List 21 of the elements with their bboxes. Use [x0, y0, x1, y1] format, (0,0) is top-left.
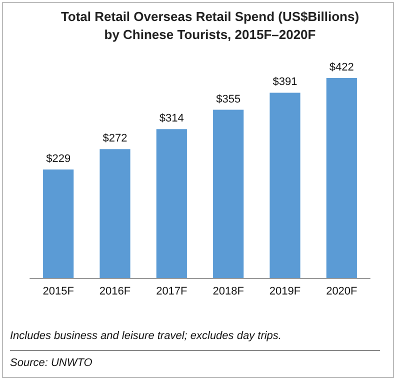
data-label: $422 — [329, 62, 354, 74]
chart-title: Total Retail Overseas Retail Spend (US$Billions) by Chinese Tourists, 2015F–2020F — [60, 8, 360, 44]
data-label: $391 — [272, 76, 298, 88]
x-tick-label: 2020F — [326, 286, 358, 298]
x-tick-label: 2016F — [99, 286, 131, 298]
text: Includes business and leisure travel; excludes day trips. — [10, 330, 282, 342]
source-note: Source: UNWTO — [10, 350, 380, 369]
bar — [100, 149, 130, 278]
data-label: $272 — [102, 132, 128, 145]
bar — [43, 169, 74, 278]
x-tick-label: 2015F — [42, 286, 74, 298]
x-tick-label: 2019F — [269, 286, 301, 298]
x-tick-label: 2018F — [212, 286, 244, 298]
bar — [213, 110, 244, 278]
x-tick-label: 2017F — [156, 286, 188, 298]
data-label: $355 — [216, 93, 241, 106]
data-label: $229 — [46, 152, 71, 165]
bar — [326, 78, 357, 278]
data-label: $314 — [159, 112, 184, 125]
bar — [156, 129, 187, 278]
bar — [270, 92, 300, 278]
